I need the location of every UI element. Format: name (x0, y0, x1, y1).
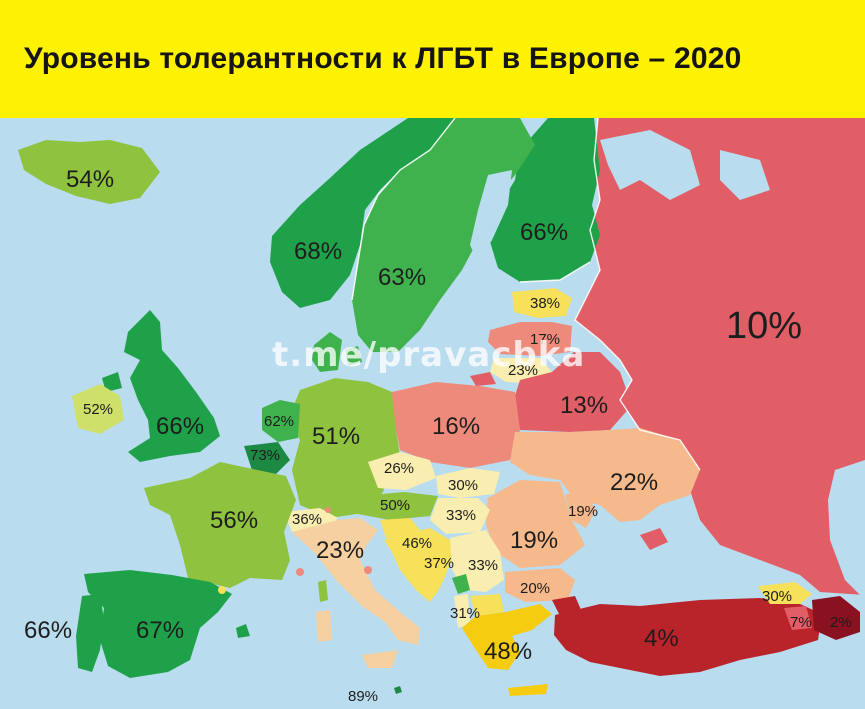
map-title: Уровень толерантности к ЛГБТ в Европе – … (24, 42, 742, 75)
title-banner: Уровень толерантности к ЛГБТ в Европе – … (0, 0, 865, 118)
country-shape-latvia[interactable] (488, 322, 572, 356)
country-shape-denmark[interactable] (312, 332, 342, 372)
country-shape-romania[interactable] (486, 480, 585, 568)
country-shape-moldova[interactable] (565, 490, 596, 528)
label-azerbaijan: 2% (830, 614, 852, 631)
country-shape-slovakia[interactable] (436, 468, 500, 498)
watermark: t.me/pravacbka (272, 335, 585, 375)
country-shape-finland[interactable] (488, 118, 600, 282)
label-croatia: 37% (424, 555, 454, 572)
country-shape-spain[interactable] (84, 570, 232, 678)
country-shape-netherlands[interactable] (262, 400, 300, 442)
label-france: 56% (210, 507, 258, 534)
country-shape-czechia[interactable] (368, 452, 436, 490)
label-sweden: 63% (378, 264, 426, 291)
label-finland: 66% (520, 219, 568, 246)
denmark-islands (345, 346, 362, 366)
label-switzerland: 36% (292, 511, 322, 528)
crete (508, 684, 548, 696)
label-slovakia: 30% (448, 477, 478, 494)
label-norway: 68% (294, 238, 342, 265)
label-greece: 48% (484, 638, 532, 665)
country-shape-armenia[interactable] (784, 606, 812, 630)
label-moldova: 19% (568, 503, 598, 520)
label-belarus: 13% (560, 392, 608, 419)
kaliningrad (470, 372, 496, 386)
label-czechia: 26% (384, 460, 414, 477)
country-shape-russia[interactable] (575, 118, 865, 595)
country-shape-hungary[interactable] (430, 498, 490, 534)
country-shape-belarus[interactable] (512, 352, 632, 432)
country-borders (351, 118, 701, 471)
country-shape-france[interactable] (144, 462, 296, 588)
country-shape-azerbaijan[interactable] (812, 596, 860, 640)
label-georgia: 30% (762, 588, 792, 605)
label-austria: 50% (380, 497, 410, 514)
europe-map: 54% 68% 63% 66% 10% 38% 17% 23% 13% 52% … (18, 118, 865, 705)
label-russia: 10% (726, 305, 802, 347)
country-shape-germany[interactable] (288, 378, 400, 518)
city-dot (325, 507, 331, 513)
country-shape-greece[interactable] (462, 604, 552, 670)
label-malta: 89% (348, 688, 378, 705)
city-dot (296, 568, 304, 576)
country-shape-georgia[interactable] (758, 582, 812, 604)
label-iceland: 54% (66, 166, 114, 193)
european-turkey (552, 596, 582, 616)
small-balkan-state (452, 574, 470, 594)
label-lithuania: 23% (508, 362, 538, 379)
label-italy: 23% (316, 537, 364, 564)
label-bulgaria: 20% (520, 580, 550, 597)
sicily (362, 650, 398, 668)
balearic-islands (236, 624, 250, 638)
city-dot (364, 566, 372, 574)
country-shape-norway[interactable] (270, 118, 455, 308)
label-slovenia: 46% (402, 535, 432, 552)
label-united-kingdom: 66% (156, 413, 204, 440)
corsica (318, 580, 328, 602)
label-poland: 16% (432, 413, 480, 440)
label-spain: 67% (136, 617, 184, 644)
label-belgium: 73% (250, 447, 280, 464)
country-shape-ukraine[interactable] (510, 428, 700, 522)
sardinia (316, 610, 332, 642)
arctic-inlet (720, 150, 770, 200)
northern-ireland (102, 372, 122, 392)
label-portugal: 66% (24, 617, 72, 644)
country-shape-north-macedonia[interactable] (470, 594, 504, 616)
country-shape-croatia[interactable] (384, 528, 452, 602)
country-shape-austria[interactable] (358, 492, 438, 520)
country-shape-belgium[interactable] (244, 442, 290, 474)
gulf-of-bothnia (470, 170, 512, 262)
country-shape-italy[interactable] (292, 518, 420, 645)
label-turkey: 4% (644, 625, 679, 652)
country-shape-portugal[interactable] (76, 594, 104, 672)
label-armenia: 7% (790, 614, 812, 631)
caspian-sea (828, 460, 865, 600)
country-shape-poland[interactable] (392, 382, 520, 468)
country-shape-estonia[interactable] (512, 288, 572, 318)
white-sea (600, 130, 700, 200)
country-shape-bulgaria[interactable] (505, 568, 575, 602)
label-serbia: 33% (468, 557, 498, 574)
label-hungary: 33% (446, 507, 476, 524)
country-shape-iceland[interactable] (18, 140, 160, 204)
country-shape-turkey[interactable] (554, 598, 822, 676)
city-dot (218, 586, 226, 594)
country-shape-malta[interactable] (394, 686, 402, 694)
label-latvia: 17% (530, 331, 560, 348)
label-estonia: 38% (530, 295, 560, 312)
albania (454, 594, 470, 628)
label-north-macedonia: 31% (450, 605, 480, 622)
crimea (640, 528, 668, 550)
label-romania: 19% (510, 527, 558, 554)
country-shape-united-kingdom[interactable] (124, 310, 220, 462)
label-germany: 51% (312, 423, 360, 450)
label-ukraine: 22% (610, 469, 658, 496)
country-shape-ireland[interactable] (72, 384, 124, 434)
label-ireland: 52% (83, 401, 113, 418)
label-netherlands: 62% (264, 413, 294, 430)
